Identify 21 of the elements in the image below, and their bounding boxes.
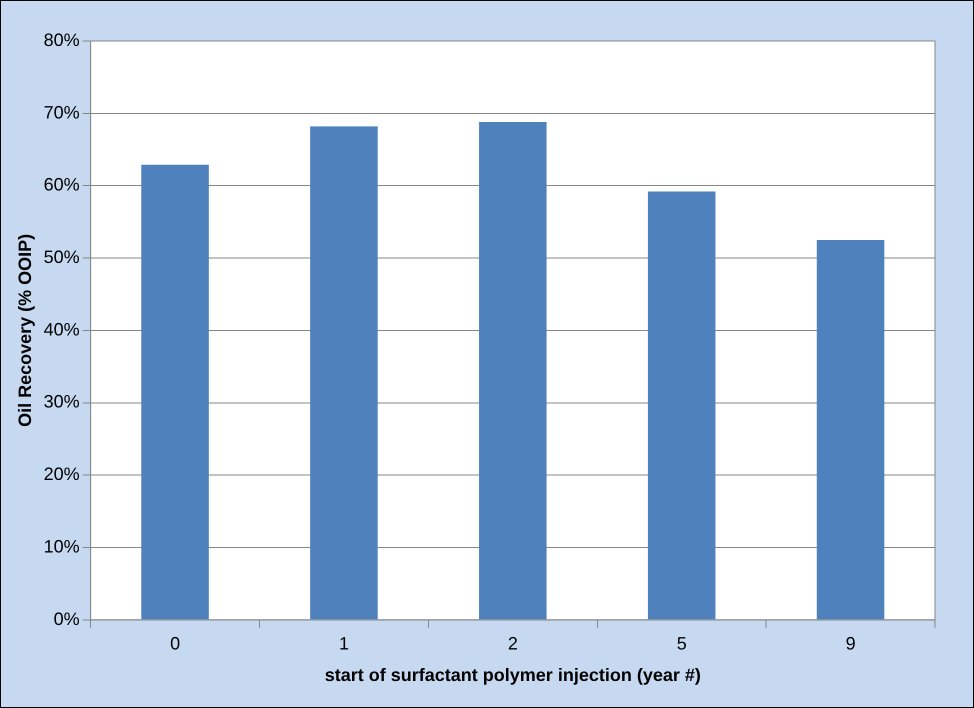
x-tick-label: 1 xyxy=(338,634,349,654)
x-tick-label: 2 xyxy=(508,634,518,654)
y-tick-label: 50% xyxy=(44,247,80,268)
y-axis-title: Oil Recovery (% OOIP) xyxy=(14,234,35,427)
bar xyxy=(310,126,378,620)
x-tick-label: 0 xyxy=(170,634,180,654)
x-tick-label: 5 xyxy=(676,634,687,654)
y-tick-label: 60% xyxy=(44,174,80,195)
bar xyxy=(648,191,716,620)
y-tick-label: 10% xyxy=(44,536,80,556)
bar xyxy=(141,164,209,620)
y-tick-label: 70% xyxy=(44,102,80,122)
y-tick-label: 40% xyxy=(44,319,80,340)
y-tick-label: 20% xyxy=(44,464,80,484)
x-tick-label: 9 xyxy=(846,634,856,654)
bar xyxy=(479,122,547,620)
bar xyxy=(816,240,884,620)
y-tick-label: 0% xyxy=(54,608,80,629)
y-tick-label: 30% xyxy=(44,392,80,412)
y-tick-label: 80% xyxy=(44,30,80,50)
x-axis-title: start of surfactant polymer injection (year #) xyxy=(324,665,701,686)
